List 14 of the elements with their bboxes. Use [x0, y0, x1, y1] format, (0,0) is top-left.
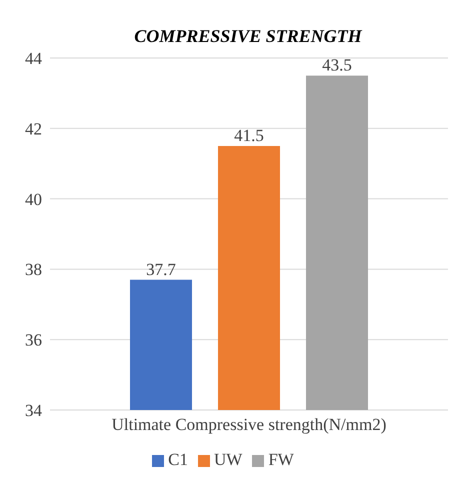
y-tick-label: 42 — [25, 119, 42, 138]
data-label: 41.5 — [234, 126, 264, 145]
data-label: 43.5 — [322, 56, 352, 75]
y-tick-label: 38 — [25, 260, 42, 280]
chart-title: COMPRESSIVE STRENGTH — [133, 26, 364, 47]
x-tick-label: Ultimate Compressive strength(N/mm2) — [112, 415, 386, 434]
legend-label: C1 — [168, 450, 188, 469]
legend-label: FW — [268, 450, 294, 469]
y-tick-label: 44 — [25, 49, 42, 68]
data-label: 37.7 — [146, 260, 176, 279]
legend-label: UW — [214, 450, 242, 469]
y-tick-label: 34 — [25, 401, 42, 420]
y-tick-label: 40 — [25, 190, 42, 209]
y-tick-label: 36 — [25, 330, 42, 350]
